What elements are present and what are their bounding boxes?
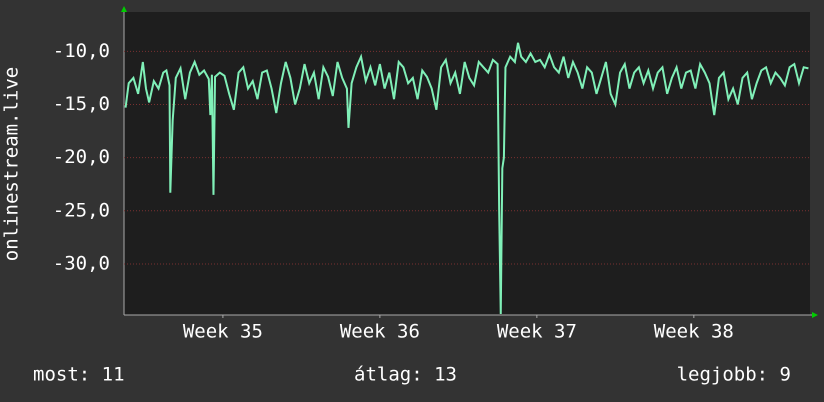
x-tick-label: Week 38 (654, 321, 734, 343)
plot-area (124, 12, 810, 315)
y-tick-label: -30,0 (53, 252, 110, 274)
y-tick-label: -20,0 (53, 146, 110, 168)
x-axis-arrow (812, 312, 818, 318)
y-tick-label: -15,0 (53, 93, 110, 115)
x-tick-label: Week 37 (497, 321, 577, 343)
stat-best: legjobb: 9 (677, 364, 791, 386)
stat-average: átlag: 13 (354, 364, 457, 386)
y-axis-label: onlinestream.live (1, 67, 23, 261)
y-tick-label: -25,0 (53, 199, 110, 221)
y-axis-arrow (121, 6, 127, 12)
x-tick-label: Week 36 (340, 321, 420, 343)
x-tick-label: Week 35 (183, 321, 263, 343)
stat-now: most: 11 (33, 364, 125, 386)
data-line (124, 42, 809, 314)
y-tick-label: -10,0 (53, 40, 110, 62)
